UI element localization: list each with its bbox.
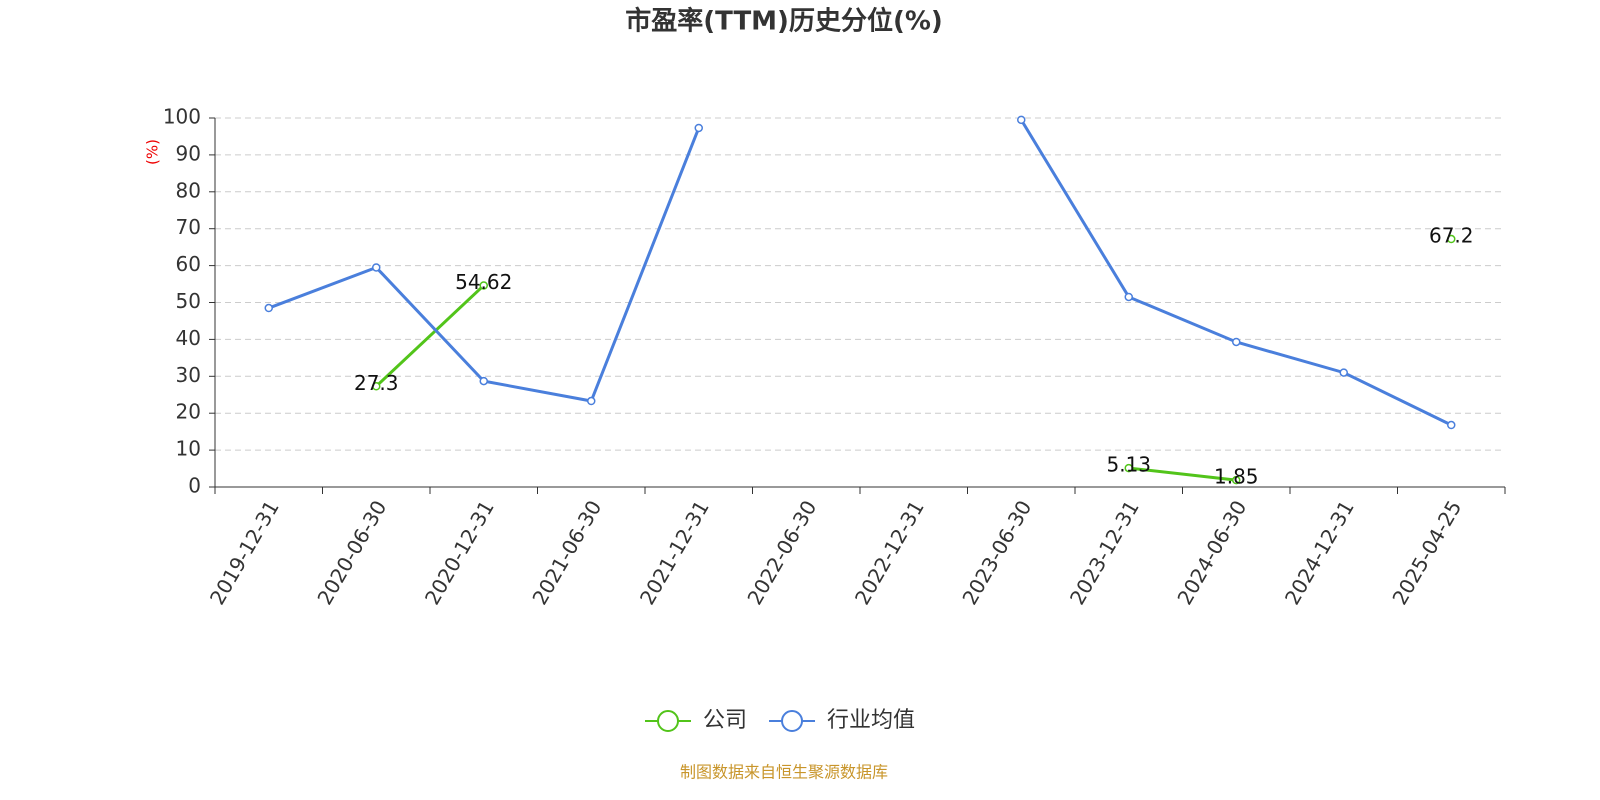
y-tick-label: 70: [176, 215, 201, 239]
data-point: [1232, 337, 1241, 347]
series-line: [268, 127, 701, 403]
y-tick-label: 60: [176, 252, 201, 276]
x-tick-label: 2023-12-31: [1065, 496, 1144, 609]
x-tick-label: 2022-06-30: [742, 496, 821, 609]
source-note: 制图数据来自恒生聚源数据库: [680, 763, 888, 782]
data-point: [479, 281, 488, 290]
y-tick-label: 30: [176, 363, 201, 387]
y-tick-label: 100: [163, 105, 201, 129]
y-tick-label: 40: [176, 326, 201, 350]
data-label: 27.3: [354, 371, 399, 395]
y-tick-label: 0: [188, 474, 201, 498]
x-tick-label: 2020-06-30: [312, 496, 391, 609]
data-point: [479, 376, 488, 386]
y-tick-label: 80: [176, 178, 201, 202]
data-point: [1447, 420, 1456, 430]
series-line: [1128, 466, 1237, 482]
y-tick-label: 10: [176, 437, 201, 461]
x-tick-label: 2024-12-31: [1280, 496, 1359, 609]
data-point: [372, 263, 381, 272]
data-point: [1124, 292, 1133, 302]
data-label: 1.85: [1214, 465, 1259, 489]
data-point: [1232, 475, 1241, 485]
legend-icon: [781, 710, 804, 732]
data-point: [372, 382, 381, 391]
data-label: 67.2: [1429, 224, 1474, 248]
series-line: [375, 284, 485, 388]
x-tick-label: 2023-06-30: [957, 496, 1036, 609]
data-point: [1447, 234, 1456, 244]
data-point: [264, 303, 273, 313]
data-label: 54.62: [455, 270, 512, 294]
y-tick-label: 50: [176, 289, 201, 313]
y-axis-label: (%): [144, 139, 162, 165]
x-tick-label: 2021-12-31: [635, 496, 714, 609]
legend-label[interactable]: 公司: [703, 708, 747, 733]
data-point: [1339, 368, 1348, 377]
data-point: [694, 123, 703, 133]
data-point: [587, 396, 596, 406]
data-point: [1017, 115, 1026, 125]
y-tick-label: 90: [176, 141, 201, 165]
y-tick-label: 20: [176, 400, 201, 424]
legend-icon: [657, 710, 679, 732]
x-tick-label: 2019-12-31: [205, 496, 284, 609]
x-tick-label: 2024-06-30: [1172, 496, 1251, 609]
x-tick-label: 2020-12-31: [420, 496, 499, 609]
x-tick-label: 2025-04-25: [1387, 496, 1466, 609]
series-line: [1019, 119, 1452, 427]
x-tick-label: 2021-06-30: [527, 496, 606, 609]
x-tick-label: 2022-12-31: [850, 496, 929, 609]
chart-title: 市盈率(TTM)历史分位(%): [625, 6, 943, 37]
data-point: [1124, 463, 1133, 473]
data-label: 5.13: [1106, 453, 1151, 477]
legend-label[interactable]: 行业均值: [827, 708, 915, 733]
